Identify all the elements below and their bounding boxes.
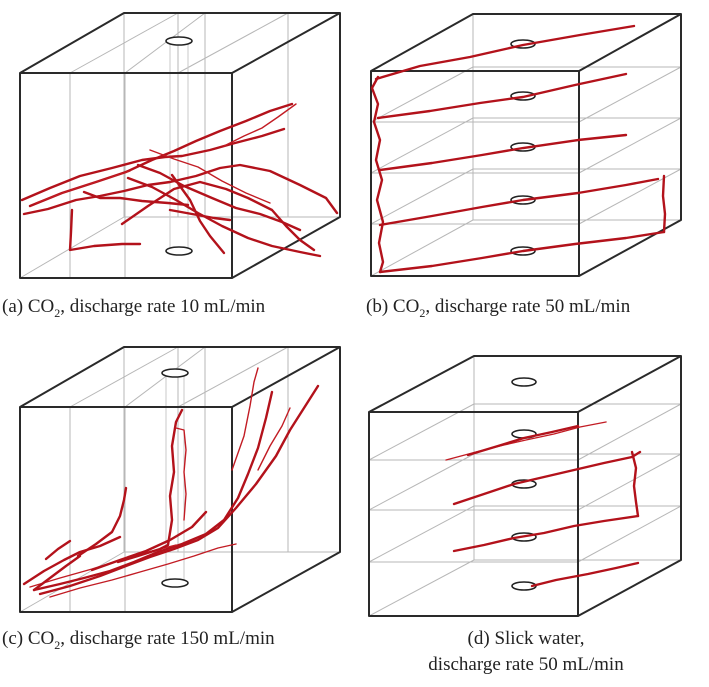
panel-d-cube xyxy=(368,355,682,617)
panel-a-cube xyxy=(19,12,341,279)
panel-b-fractures xyxy=(370,24,667,274)
caption-d-line1: (d) Slick water, xyxy=(468,628,585,649)
panel-a-fractures xyxy=(20,102,339,258)
panel-b xyxy=(370,13,682,277)
panel-a xyxy=(19,12,341,279)
caption-a: (a) CO2, discharge rate 10 mL/min xyxy=(2,296,266,320)
caption-b: (b) CO2, discharge rate 50 mL/min xyxy=(366,296,631,320)
panel-d xyxy=(368,355,682,617)
panel-c xyxy=(19,346,341,613)
panel-c-fractures xyxy=(22,367,320,598)
caption-d-line2: discharge rate 50 mL/min xyxy=(428,654,624,675)
panel-d-fractures xyxy=(445,421,642,588)
panel-c-cube xyxy=(19,346,341,613)
caption-c: (c) CO2, discharge rate 150 mL/min xyxy=(2,628,275,652)
